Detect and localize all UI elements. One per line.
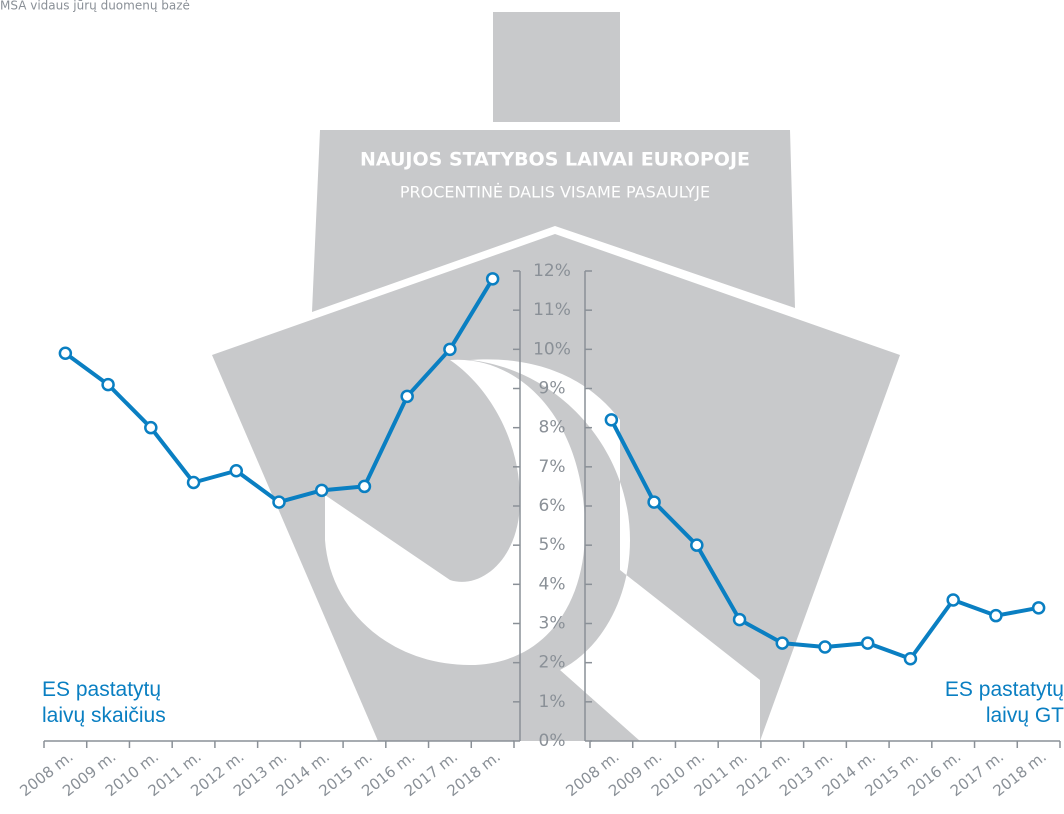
data-point [732, 612, 747, 627]
data-point [101, 377, 115, 392]
data-point [443, 342, 457, 357]
y-tick-label: 10% [533, 339, 571, 359]
data-point [357, 479, 372, 494]
data-point [860, 636, 875, 650]
y-tick-label: 5% [539, 535, 566, 555]
data-point [647, 495, 661, 509]
y-tick-label: 7% [539, 457, 566, 477]
y-tick-label: 2% [539, 653, 566, 673]
y-tick-label: 11% [533, 300, 571, 320]
legend-left: ES pastatytų laivų skaičius [42, 678, 166, 727]
data-point [1031, 601, 1046, 615]
chart-title: NAUJOS STATYBOS LAIVAI EUROPOJE [360, 149, 750, 171]
data-point [229, 464, 244, 478]
chart-subtitle: PROCENTINĖ DALIS VISAME PASAULYJE [400, 183, 710, 202]
data-point [186, 475, 201, 490]
data-point [690, 538, 704, 552]
y-tick-label: 1% [539, 692, 566, 712]
data-point [946, 593, 960, 607]
y-tick-label: 3% [539, 614, 566, 634]
y-tick-label: 6% [539, 496, 566, 516]
y-tick-label: 9% [539, 379, 566, 399]
y-tick-label: 12% [533, 261, 571, 281]
source: MSA vidaus jūrų duomenų bazė [0, 0, 190, 13]
data-point [272, 495, 286, 509]
data-point [144, 420, 158, 435]
background-logo [212, 12, 900, 741]
legend-right: ES pastatytų laivų GT [944, 678, 1064, 727]
y-tick-label: 8% [539, 418, 566, 438]
data-point [989, 608, 1003, 623]
data-point [58, 346, 73, 360]
y-tick-label: 4% [539, 574, 566, 594]
data-point [775, 636, 790, 650]
data-point [400, 389, 414, 404]
data-point [604, 413, 619, 427]
data-point [485, 272, 500, 286]
data-point [314, 483, 329, 498]
y-tick-label: 0% [539, 731, 566, 751]
data-point [818, 640, 832, 654]
data-point [903, 652, 918, 666]
